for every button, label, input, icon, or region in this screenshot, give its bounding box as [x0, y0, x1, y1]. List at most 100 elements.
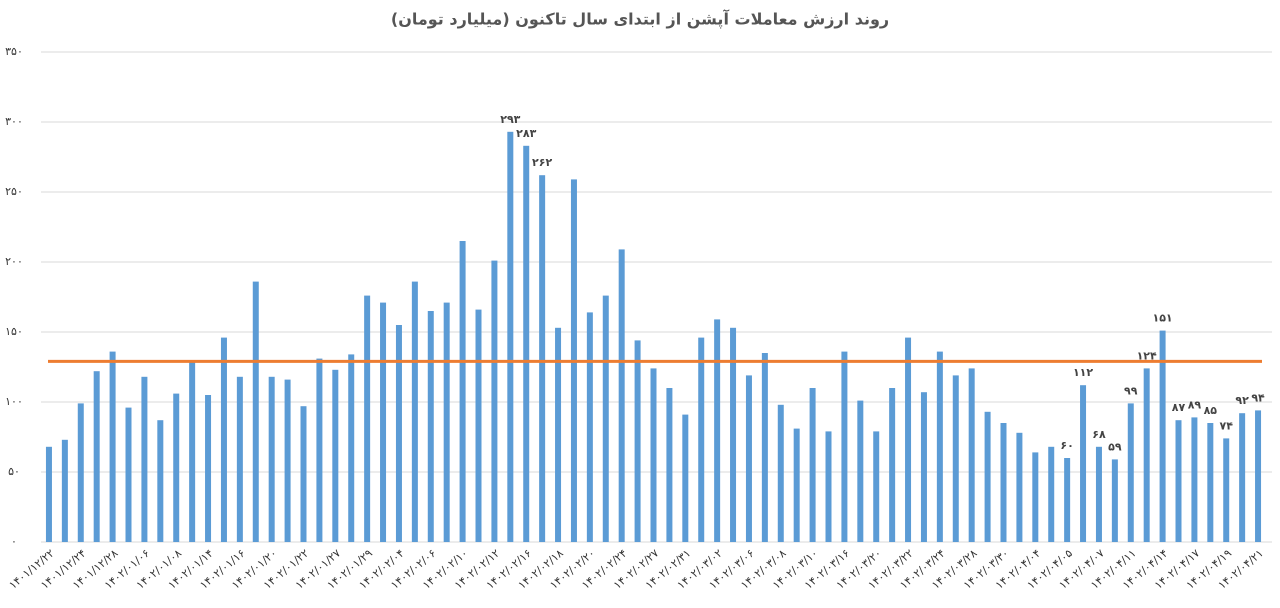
chart-title: روند ارزش معاملات آپشن از ابتدای سال تاک… — [391, 9, 889, 30]
bar — [873, 431, 880, 542]
bar — [364, 295, 371, 542]
bar — [1127, 403, 1134, 542]
data-label: ۹۹ — [1124, 384, 1138, 397]
bar — [252, 281, 259, 542]
y-tick-label: ۵۰ — [8, 465, 20, 478]
bar — [491, 260, 498, 542]
bar — [1111, 459, 1118, 542]
data-label: ۱۱۲ — [1073, 366, 1093, 379]
bar — [952, 375, 959, 542]
bar — [427, 311, 434, 542]
bar — [332, 369, 339, 542]
data-label: ۸۷ — [1172, 401, 1186, 414]
bar — [1207, 423, 1214, 542]
y-tick-label: ۱۵۰ — [5, 325, 23, 338]
bar — [284, 379, 291, 542]
bar — [555, 327, 562, 542]
bar — [395, 325, 402, 542]
y-tick-label: ۳۵۰ — [5, 45, 23, 58]
bar — [300, 406, 307, 542]
bar — [586, 312, 593, 542]
data-label: ۲۹۳ — [500, 113, 520, 126]
bar — [125, 407, 132, 542]
data-label: ۲۸۳ — [516, 127, 536, 140]
bar — [920, 392, 927, 542]
bar — [141, 376, 148, 542]
bar — [936, 351, 943, 542]
y-tick-label: ۳۰۰ — [5, 115, 23, 128]
bar — [109, 351, 116, 542]
bar — [1032, 452, 1039, 542]
bar — [714, 319, 721, 542]
bar — [682, 414, 689, 542]
bar — [1016, 432, 1023, 542]
data-label: ۶۸ — [1092, 428, 1106, 441]
bar — [507, 131, 514, 543]
bar — [968, 368, 975, 542]
bar — [889, 388, 896, 542]
y-tick-label: ۲۵۰ — [5, 185, 23, 198]
bar — [1175, 420, 1182, 542]
y-tick-label: ۰ — [11, 535, 17, 548]
bar — [459, 241, 466, 542]
bar — [93, 371, 100, 542]
bar — [268, 376, 275, 542]
bar — [348, 354, 355, 542]
bar — [1000, 423, 1007, 542]
y-tick-label: ۲۰۰ — [5, 255, 23, 268]
bar — [1095, 446, 1102, 542]
bar — [189, 360, 196, 542]
bar — [984, 411, 991, 542]
bar — [666, 388, 673, 542]
bar — [634, 340, 641, 542]
bar — [77, 403, 84, 542]
bar — [1159, 330, 1166, 542]
bar — [380, 302, 387, 542]
bar — [316, 358, 323, 542]
bar — [220, 337, 227, 542]
bar — [730, 327, 737, 542]
bar — [905, 337, 912, 542]
bar — [1255, 410, 1262, 542]
bar — [411, 281, 418, 542]
data-label: ۷۴ — [1220, 419, 1234, 432]
bar — [841, 351, 848, 542]
data-label: ۲۶۲ — [532, 156, 552, 169]
data-label: ۹۲ — [1235, 394, 1249, 407]
data-label: ۱۵۱ — [1153, 312, 1173, 325]
bar — [523, 145, 530, 543]
data-label: ۸۵ — [1204, 404, 1218, 417]
bar — [698, 337, 705, 542]
bar — [618, 249, 625, 542]
bar — [1143, 368, 1150, 542]
bar — [1048, 446, 1055, 542]
bar — [45, 446, 52, 542]
bar — [1080, 385, 1087, 542]
bar — [745, 375, 752, 542]
bar — [236, 376, 243, 542]
bar — [602, 295, 609, 542]
bar — [475, 309, 482, 542]
bar — [761, 353, 768, 542]
data-label: ۵۹ — [1108, 440, 1122, 453]
bar — [1191, 417, 1198, 542]
bar — [443, 302, 450, 542]
bar — [809, 388, 816, 542]
bar — [777, 404, 784, 542]
bar — [539, 175, 546, 542]
bar — [157, 420, 164, 542]
data-label: ۹۴ — [1251, 391, 1265, 404]
bar — [1239, 413, 1246, 542]
data-label: ۶۰ — [1060, 439, 1073, 452]
bar — [825, 431, 832, 542]
bar — [61, 439, 68, 542]
bar — [173, 393, 180, 542]
data-label: ۸۹ — [1188, 398, 1202, 411]
bar — [1064, 458, 1071, 542]
bar — [793, 428, 800, 542]
bar — [205, 395, 212, 542]
y-tick-label: ۱۰۰ — [5, 395, 23, 408]
bar — [650, 368, 657, 542]
bar — [1223, 438, 1230, 542]
